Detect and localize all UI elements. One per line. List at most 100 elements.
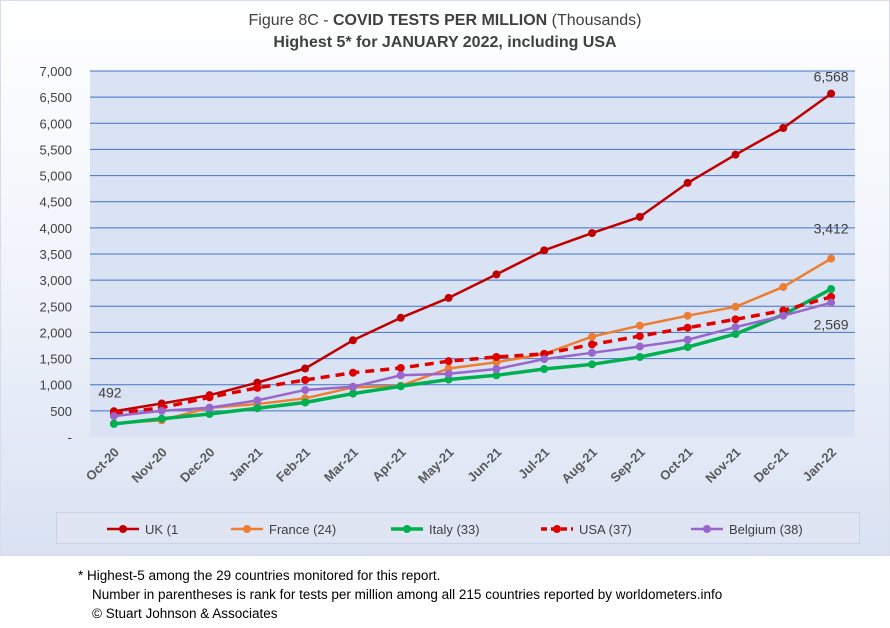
data-point: [683, 323, 692, 332]
x-tick-label: Sep-21: [607, 445, 648, 486]
data-point: [827, 292, 836, 301]
y-tick-label: 4,000: [39, 221, 72, 236]
data-point: [588, 332, 597, 341]
data-point: [109, 419, 118, 428]
legend-swatch-marker: [119, 525, 127, 533]
data-point: [827, 285, 836, 294]
data-point: [348, 336, 357, 345]
data-point: [635, 332, 644, 341]
x-tick-label: Apr-21: [369, 445, 409, 485]
series-line-2: [113, 287, 832, 426]
footnotes: * Highest-5 among the 29 countries monit…: [78, 566, 722, 623]
data-point: [588, 229, 597, 238]
x-tick-label: Aug-21: [558, 445, 600, 487]
y-tick-label: 3,000: [39, 273, 72, 288]
legend-label: UK (1: [145, 521, 179, 537]
legend-item: Belgium (38): [689, 520, 803, 538]
legend-swatch: [541, 525, 573, 533]
footnote-line-1: * Highest-5 among the 29 countries monit…: [78, 568, 441, 583]
series-line-1: [113, 257, 832, 425]
y-tick-label: 2,000: [39, 325, 72, 340]
legend-swatch: [231, 525, 263, 533]
data-point: [348, 382, 357, 391]
x-tick-label: Feb-21: [273, 445, 313, 485]
data-point: [683, 343, 692, 352]
y-tick-label: 3,500: [39, 247, 72, 262]
legend-swatch: [391, 525, 423, 533]
chart-title: Figure 8C - COVID TESTS PER MILLION (Tho…: [0, 10, 890, 32]
data-point: [205, 403, 214, 412]
data-point: [540, 355, 549, 364]
data-label: 492: [98, 384, 122, 400]
series-line-4: [113, 301, 832, 418]
data-point: [827, 298, 836, 307]
x-tick-label: Mar-21: [321, 445, 361, 485]
legend-item: France (24): [229, 520, 336, 538]
data-point: [731, 150, 740, 159]
data-point: [444, 375, 453, 384]
data-label: 3,412: [814, 221, 849, 237]
legend-swatch: [691, 525, 723, 533]
y-tick-label: 5,500: [39, 142, 72, 157]
data-point: [253, 383, 262, 392]
title-suffix: (Thousands): [547, 12, 642, 29]
x-tick-label: Jun-21: [464, 445, 504, 485]
legend-item: USA (37): [539, 520, 632, 538]
data-point: [683, 335, 692, 344]
data-point: [779, 311, 788, 320]
legend-label: Italy (33): [429, 521, 480, 537]
data-point: [444, 369, 453, 378]
x-tick-label: Nov-20: [129, 445, 170, 486]
data-point: [492, 365, 501, 374]
x-tick-label: Jan-22: [799, 445, 839, 485]
data-point: [540, 246, 549, 255]
data-point: [827, 89, 836, 98]
data-point: [827, 254, 836, 263]
y-tick-label: 6,500: [39, 90, 72, 105]
data-point: [396, 382, 405, 391]
data-point: [540, 365, 549, 374]
legend-swatch-marker: [243, 525, 251, 533]
legend-label: USA (37): [579, 521, 632, 537]
data-point: [731, 329, 740, 338]
series-line-0: [113, 92, 832, 413]
data-point: [253, 404, 262, 413]
legend-swatch-marker: [403, 525, 411, 533]
x-tick-label: Oct-21: [657, 445, 696, 484]
x-tick-label: May-21: [415, 445, 457, 487]
data-label: 6,568: [814, 69, 849, 85]
y-tick-label: 1,500: [39, 352, 72, 367]
data-point: [253, 396, 262, 405]
data-point: [157, 406, 166, 415]
data-point: [492, 371, 501, 380]
data-point: [731, 302, 740, 311]
data-point: [635, 212, 644, 221]
x-tick-label: Jul-21: [515, 445, 552, 482]
legend-label: France (24): [269, 521, 337, 537]
x-tick-label: Jan-21: [226, 445, 266, 485]
title-prefix: Figure 8C -: [248, 12, 333, 29]
data-point: [588, 348, 597, 357]
line-chart: - 500 1,000 1,500 2,000 2,500 3,000 3,500 4,000 4…: [39, 64, 855, 487]
data-point: [683, 178, 692, 187]
chart-subtitle: Highest 5* for JANUARY 2022, including U…: [273, 34, 617, 51]
data-point: [492, 270, 501, 279]
y-tick-label: 6,000: [39, 116, 72, 131]
data-point: [157, 414, 166, 423]
chart-titles: Figure 8C - COVID TESTS PER MILLION (Tho…: [0, 10, 890, 54]
data-point: [396, 371, 405, 380]
legend-item: UK (1: [105, 520, 178, 538]
legend-swatch: [107, 525, 139, 533]
data-point: [205, 409, 214, 418]
data-point: [731, 323, 740, 332]
data-point: [588, 340, 597, 349]
data-point: [348, 368, 357, 377]
data-point: [396, 363, 405, 372]
data-point: [779, 123, 788, 132]
data-point: [301, 364, 310, 373]
data-label: 2,569: [814, 317, 849, 333]
title-bold: COVID TESTS PER MILLION: [332, 12, 548, 29]
data-point: [731, 315, 740, 324]
legend-swatch-marker: [703, 525, 711, 533]
legend-swatch-marker: [553, 525, 561, 533]
